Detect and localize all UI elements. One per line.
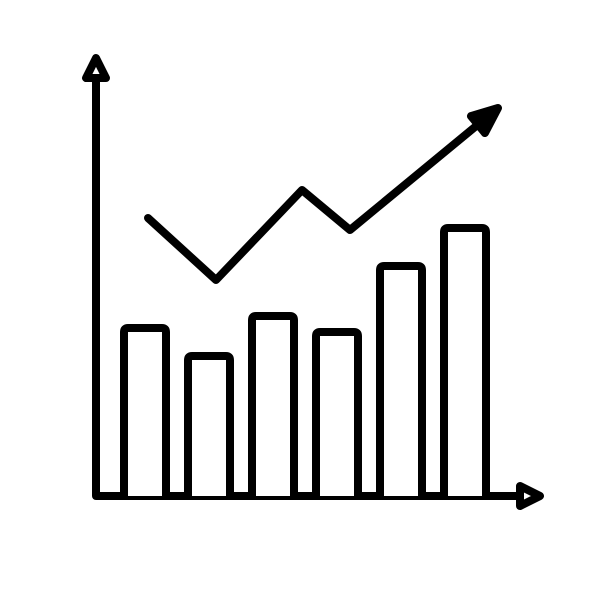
growth-chart-icon: [0, 0, 600, 600]
bar: [444, 228, 486, 496]
bar: [124, 328, 166, 496]
chart-background: [0, 0, 600, 600]
bar: [380, 266, 422, 496]
bar: [252, 316, 294, 496]
bar: [316, 332, 358, 496]
bar: [188, 356, 230, 496]
